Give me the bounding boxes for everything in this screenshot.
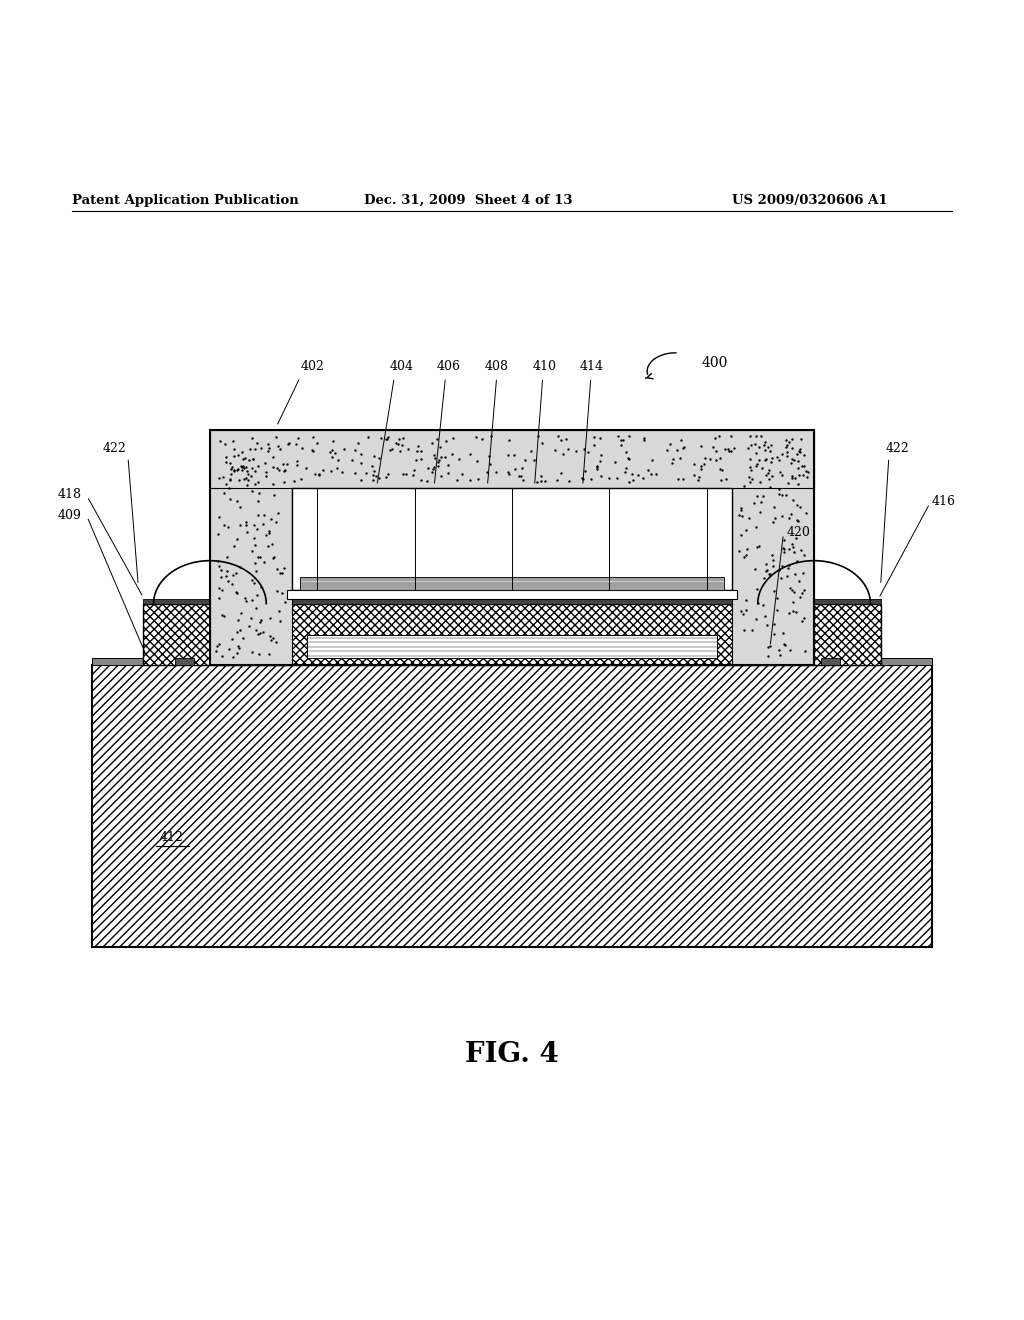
Text: FIG. 4: FIG. 4: [465, 1040, 559, 1068]
Text: US 2009/0320606 A1: US 2009/0320606 A1: [732, 194, 888, 207]
Text: 418: 418: [58, 487, 82, 500]
Bar: [210, 429, 814, 665]
Text: 400: 400: [701, 356, 728, 370]
Bar: [175, 657, 194, 665]
Bar: [143, 598, 881, 603]
Text: 402: 402: [300, 360, 325, 374]
Text: 422: 422: [885, 442, 909, 455]
Bar: [143, 603, 881, 665]
Bar: [210, 429, 814, 488]
Text: 404: 404: [389, 360, 414, 374]
Bar: [287, 590, 737, 598]
Text: 416: 416: [932, 495, 955, 508]
Text: 420: 420: [786, 525, 810, 539]
Text: 409: 409: [58, 510, 82, 523]
Text: Dec. 31, 2009  Sheet 4 of 13: Dec. 31, 2009 Sheet 4 of 13: [364, 194, 572, 207]
Bar: [732, 429, 814, 665]
Text: 422: 422: [102, 442, 127, 455]
Bar: [92, 665, 932, 946]
Text: 414: 414: [580, 360, 604, 374]
Text: 406: 406: [436, 360, 461, 374]
Bar: [821, 657, 840, 665]
Text: 410: 410: [532, 360, 557, 374]
Bar: [307, 635, 717, 657]
Text: 408: 408: [484, 360, 509, 374]
Text: Patent Application Publication: Patent Application Publication: [72, 194, 298, 207]
Text: 412: 412: [160, 832, 184, 845]
Bar: [292, 488, 732, 590]
Bar: [210, 429, 292, 665]
Bar: [300, 577, 724, 590]
Bar: [92, 657, 932, 665]
